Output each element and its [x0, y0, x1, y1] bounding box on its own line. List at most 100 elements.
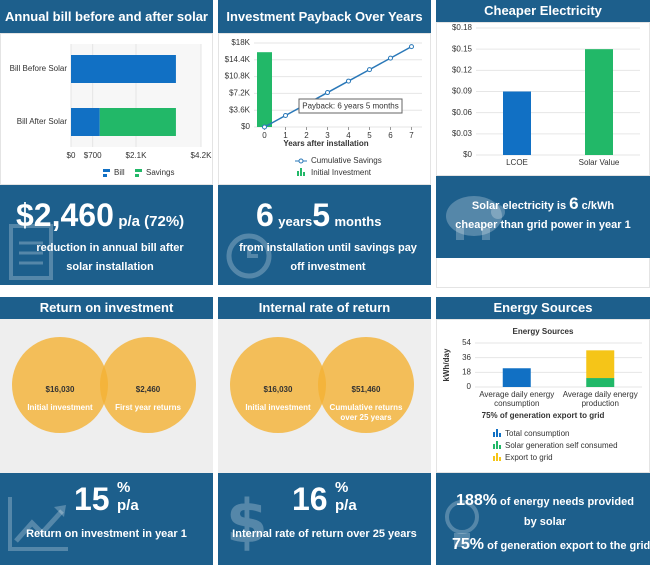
summary-panel: $ 16 % p/a Internal rate of return over … [218, 473, 431, 565]
summary-text: Internal rate of return over 25 years [232, 528, 417, 540]
summary-panel: 6 years5 months from installation until … [218, 185, 431, 285]
y-tick-label: $0.15 [452, 44, 473, 53]
x-tick-label: 7 [409, 131, 414, 140]
circle-value: $2,460 [136, 385, 161, 394]
legend-label: Initial Investment [311, 168, 372, 177]
legend-swatch [493, 456, 495, 461]
marker [283, 113, 288, 119]
x-tick-label: 5 [367, 131, 372, 140]
venn: $16,030 $2,460 [12, 337, 196, 433]
years-value: 6 [256, 197, 274, 233]
unit: p/a [117, 497, 139, 514]
venn-circle [318, 337, 414, 433]
legend-swatch [493, 444, 495, 449]
legend-swatch [496, 453, 498, 461]
y-tick-label: 54 [462, 338, 471, 347]
panel-title: Annual bill before and after solar [0, 0, 213, 33]
legend-swatch [499, 445, 501, 449]
bar [502, 368, 531, 387]
y-tick-label: $10.8K [225, 72, 251, 81]
bar [503, 91, 531, 155]
legend-label: Export to grid [505, 453, 553, 462]
y-tick-label: $3.6K [229, 105, 251, 114]
energy-text: of generation export to the grid [487, 540, 650, 552]
chart-title: Energy Sources [513, 327, 574, 336]
x-tick-label: $700 [84, 151, 102, 160]
chart-area: Energy Sources kWh/day 0 18 36 54 75% of gener… [436, 319, 650, 473]
marker [325, 90, 330, 96]
legend-swatch [493, 432, 495, 437]
summary-text: Return on investment in year 1 [26, 528, 187, 540]
y-tick-label: $0.09 [452, 87, 473, 96]
summary-panel: 15 % p/a Return on investment in year 1 [0, 473, 213, 565]
y-tick-label: $0 [241, 122, 250, 131]
y-tick-label: $7.2K [229, 89, 251, 98]
y-tick-label: $0.12 [452, 65, 473, 74]
dollar-icon: $ [226, 487, 268, 557]
chart: Energy Sources kWh/day 0 18 36 54 75% of gener… [442, 327, 642, 462]
circle-label: Cumulative returns over 25 years [329, 403, 403, 422]
energy-line: 188% of energy needs provided by solar [452, 491, 638, 532]
x-axis-label: Years after installation [283, 139, 368, 148]
x-tick-label: $2.1K [126, 151, 148, 160]
circle-value: $16,030 [264, 385, 293, 394]
months-value: 5 [312, 197, 331, 233]
marker [388, 55, 393, 61]
venn-circle [100, 337, 196, 433]
legend-swatch [298, 158, 304, 164]
y-tick-label: $14.4K [225, 55, 251, 64]
percent-sign: % [117, 479, 131, 496]
irr-value: 16 [292, 481, 328, 517]
legend-swatch [499, 457, 501, 461]
bar [586, 378, 615, 387]
y-tick-label: Bill Before Solar [10, 64, 68, 73]
chart-area: $0 $3.6K $7.2K $10.8K $14.4K $18K 0 1 2 3 4 5 6 7 Payb… [218, 33, 431, 185]
panel-title: Investment Payback Over Years [218, 0, 431, 33]
x-tick-label: LCOE [506, 158, 528, 167]
x-tick-label: Average daily energy consumption [479, 390, 555, 408]
panel-footer [436, 258, 650, 288]
x-tick-label: 0 [262, 131, 267, 140]
legend-label: Total consumption [505, 429, 569, 438]
energy-text: of energy needs provided by solar [500, 496, 634, 528]
summary-value: $2,460 [16, 197, 114, 233]
summary-text: reduction in annual bill after solar ins… [36, 242, 184, 273]
legend-swatch [297, 171, 299, 176]
y-axis-label: kWh/day [442, 348, 451, 381]
y-tick-label: $0.06 [452, 108, 473, 117]
legend-swatch [103, 174, 107, 177]
legend-swatch [496, 441, 498, 449]
marker [262, 124, 267, 130]
circle-value: $16,030 [46, 385, 75, 394]
legend-label: Bill [114, 168, 125, 177]
y-tick-label: $0.03 [452, 129, 473, 138]
chart-area: $0 $0.03 $0.06 $0.09 $0.12 $0.15 $0.18 LCOE Sola… [436, 22, 650, 176]
venn-area: $16,030 $51,460 Initial investment Cumulati… [218, 319, 431, 473]
y-tick-label: 36 [462, 353, 471, 362]
legend-label: Solar generation self consumed [505, 441, 618, 450]
line [264, 45, 412, 128]
legend-swatch [135, 169, 142, 172]
x-tick-label: 4 [346, 131, 351, 140]
legend-swatch [135, 174, 139, 177]
bar [99, 108, 176, 136]
panel-title: Internal rate of return [218, 297, 431, 319]
summary-lead: Solar electricity is [471, 200, 567, 212]
x-tick-label: 6 [388, 131, 393, 140]
venn-circle [12, 337, 108, 433]
circle-value: $51,460 [352, 385, 381, 394]
venn-area: $16,030 $2,460 Initial investment First yea… [0, 319, 213, 473]
summary-text: from installation until savings pay off … [239, 242, 417, 273]
summary-panel: $2,460 p/a (72%) reduction in annual bil… [0, 185, 213, 285]
legend-swatch [300, 168, 302, 176]
y-tick-label: Bill After Solar [17, 117, 68, 126]
clock-icon [226, 233, 272, 279]
panel-title: Return on investment [0, 297, 213, 319]
panel-title: Cheaper Electricity [436, 0, 650, 22]
circle-label: First year returns [115, 403, 181, 412]
chart: $0 $3.6K $7.2K $10.8K $14.4K $18K 0 1 2 3 4 5 6 7 Payb… [225, 38, 422, 177]
y-tick-label: $0 [463, 150, 472, 159]
legend-swatch [103, 169, 110, 172]
years-label: years [278, 214, 313, 229]
